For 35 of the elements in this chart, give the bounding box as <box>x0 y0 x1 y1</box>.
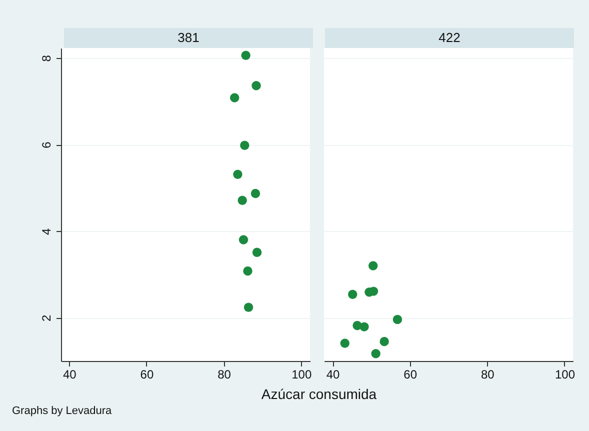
y-tick-label: 6 <box>40 141 54 148</box>
x-tick-label: 80 <box>218 368 232 382</box>
x-axis-title: Azúcar consumida <box>260 386 378 402</box>
point <box>243 266 252 276</box>
x-tick-label: 60 <box>140 368 154 382</box>
x-tick-label: 40 <box>326 368 340 382</box>
point <box>238 235 248 244</box>
x-tick-label: 100 <box>554 368 576 382</box>
y-tick-label: 8 <box>40 54 54 62</box>
y-tick-label: 2 <box>40 314 54 322</box>
point <box>244 302 254 312</box>
point <box>371 349 380 358</box>
x-tick-label: 80 <box>480 368 495 382</box>
point <box>250 188 260 198</box>
point <box>360 322 369 332</box>
point <box>241 50 250 60</box>
point <box>348 290 358 299</box>
point <box>368 286 378 296</box>
x-tick-label: 60 <box>404 368 418 382</box>
point <box>252 248 262 257</box>
point <box>240 140 250 150</box>
chart-title: 422 <box>325 28 574 48</box>
point <box>233 170 242 180</box>
point <box>252 81 261 90</box>
text: Graphs by Levadura <box>12 405 112 417</box>
point <box>230 93 240 102</box>
y-tick-label: 4 <box>40 228 54 235</box>
point <box>340 338 350 348</box>
point <box>238 196 247 205</box>
x-tick-label: 40 <box>62 368 77 382</box>
point <box>392 314 402 324</box>
point <box>380 336 389 346</box>
point <box>368 261 378 270</box>
x-tick-label: 100 <box>292 368 312 382</box>
chart-title: 381 <box>64 28 313 48</box>
